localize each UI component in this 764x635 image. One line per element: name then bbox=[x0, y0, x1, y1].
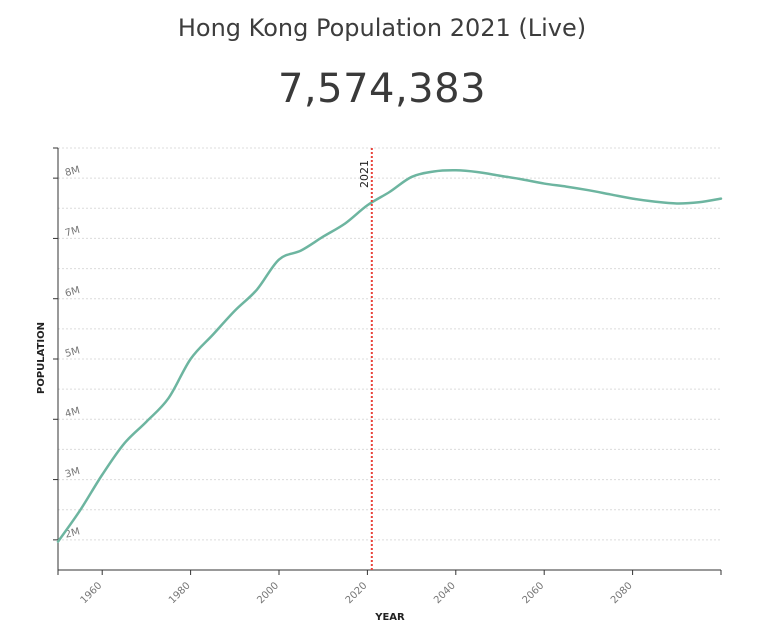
y-tick-label: 3M bbox=[64, 466, 81, 481]
year-marker: 2021 bbox=[358, 148, 373, 570]
y-tick-label: 5M bbox=[64, 345, 81, 360]
x-tick-label: 2020 bbox=[344, 580, 370, 606]
x-tick-label: 1980 bbox=[167, 580, 193, 606]
axes bbox=[53, 147, 722, 575]
x-axis-title: YEAR bbox=[374, 612, 405, 623]
page-title: Hong Kong Population 2021 (Live) bbox=[177, 14, 587, 42]
x-tick-label: 1960 bbox=[79, 580, 105, 606]
grid-lines bbox=[58, 147, 721, 541]
y-tick-label: 2M bbox=[64, 526, 81, 541]
live-population-counter: 7,574,383 bbox=[277, 66, 487, 112]
y-tick-label: 7M bbox=[64, 225, 81, 240]
series-layer bbox=[56, 169, 723, 543]
y-axis-title: POPULATION bbox=[36, 322, 47, 394]
tick-labels: 2M 3M 4M 5M 6M 7M 8M 1960 1980 2000 2020 2040 2060 20… bbox=[64, 165, 635, 607]
population-line bbox=[56, 169, 723, 543]
x-tick-label: 2060 bbox=[521, 580, 547, 606]
x-tick-label: 2000 bbox=[255, 580, 281, 606]
y-tick-label: 8M bbox=[64, 165, 81, 180]
marker-label: 2021 bbox=[358, 160, 371, 188]
x-tick-label: 2080 bbox=[609, 580, 635, 606]
y-tick-label: 6M bbox=[64, 285, 81, 300]
x-tick-label: 2040 bbox=[432, 580, 458, 606]
y-tick-label: 4M bbox=[64, 406, 81, 421]
